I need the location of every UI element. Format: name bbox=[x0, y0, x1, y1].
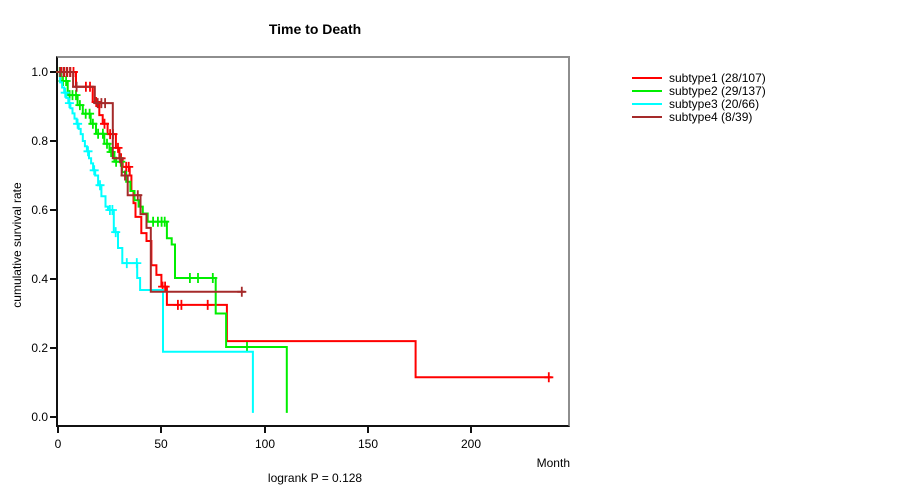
plot-area bbox=[55, 56, 570, 427]
y-tick-label: 0.6 bbox=[31, 203, 48, 217]
y-axis-label: cumulative survival rate bbox=[10, 182, 24, 308]
legend-line-swatch-subtype3 bbox=[632, 102, 662, 105]
x-tick bbox=[470, 427, 472, 433]
censor-marks-subtype1 bbox=[56, 67, 554, 383]
survival-curve-subtype4 bbox=[58, 71, 245, 293]
legend-label-subtype2: subtype2 (29/137) bbox=[669, 83, 766, 98]
legend-item-subtype1: subtype1 (28/107) bbox=[632, 70, 766, 85]
y-tick-label: 1.0 bbox=[31, 65, 48, 79]
x-tick-label: 100 bbox=[254, 437, 276, 451]
x-tick-label: 200 bbox=[460, 437, 482, 451]
survival-curves-svg bbox=[55, 67, 554, 413]
x-tick-label: 150 bbox=[357, 437, 379, 451]
legend-line-swatch-subtype2 bbox=[632, 89, 662, 92]
y-tick-label: 0.8 bbox=[31, 134, 48, 148]
logrank-p-value: logrank P = 0.128 bbox=[267, 471, 363, 485]
censor-marks-subtype3 bbox=[60, 87, 142, 269]
y-tick bbox=[50, 71, 56, 73]
legend-label-subtype3: subtype3 (20/66) bbox=[669, 96, 760, 111]
x-axis-label: Month bbox=[536, 456, 570, 470]
x-tick-label: 50 bbox=[154, 437, 168, 451]
censor-marks-subtype4 bbox=[55, 67, 247, 297]
x-tick bbox=[57, 427, 59, 433]
x-tick bbox=[160, 427, 162, 433]
chart-title: Time to Death bbox=[268, 21, 362, 37]
y-tick bbox=[50, 347, 56, 349]
legend-item-subtype2: subtype2 (29/137) bbox=[632, 83, 766, 98]
y-tick bbox=[50, 209, 56, 211]
x-tick-label: 0 bbox=[54, 437, 62, 451]
x-tick bbox=[367, 427, 369, 433]
legend-item-subtype3: subtype3 (20/66) bbox=[632, 96, 766, 111]
legend: subtype1 (28/107) subtype2 (29/137) subt… bbox=[632, 70, 766, 124]
legend-item-subtype4: subtype4 (8/39) bbox=[632, 109, 766, 124]
legend-label-subtype4: subtype4 (8/39) bbox=[669, 109, 753, 124]
survival-curve-subtype1 bbox=[58, 71, 552, 379]
x-tick bbox=[264, 427, 266, 433]
legend-line-swatch-subtype1 bbox=[632, 76, 662, 79]
y-tick bbox=[50, 140, 56, 142]
legend-label-subtype1: subtype1 (28/107) bbox=[669, 70, 766, 85]
y-tick bbox=[50, 416, 56, 418]
legend-line-swatch-subtype4 bbox=[632, 115, 662, 118]
censor-marks-subtype2 bbox=[55, 67, 252, 352]
y-tick bbox=[50, 278, 56, 280]
y-tick-label: 0.2 bbox=[31, 341, 48, 355]
y-tick-label: 0.4 bbox=[31, 272, 48, 286]
y-tick-label: 0.0 bbox=[31, 410, 48, 424]
survival-curve-subtype2 bbox=[58, 71, 288, 413]
survival-curve-subtype3 bbox=[58, 71, 254, 413]
